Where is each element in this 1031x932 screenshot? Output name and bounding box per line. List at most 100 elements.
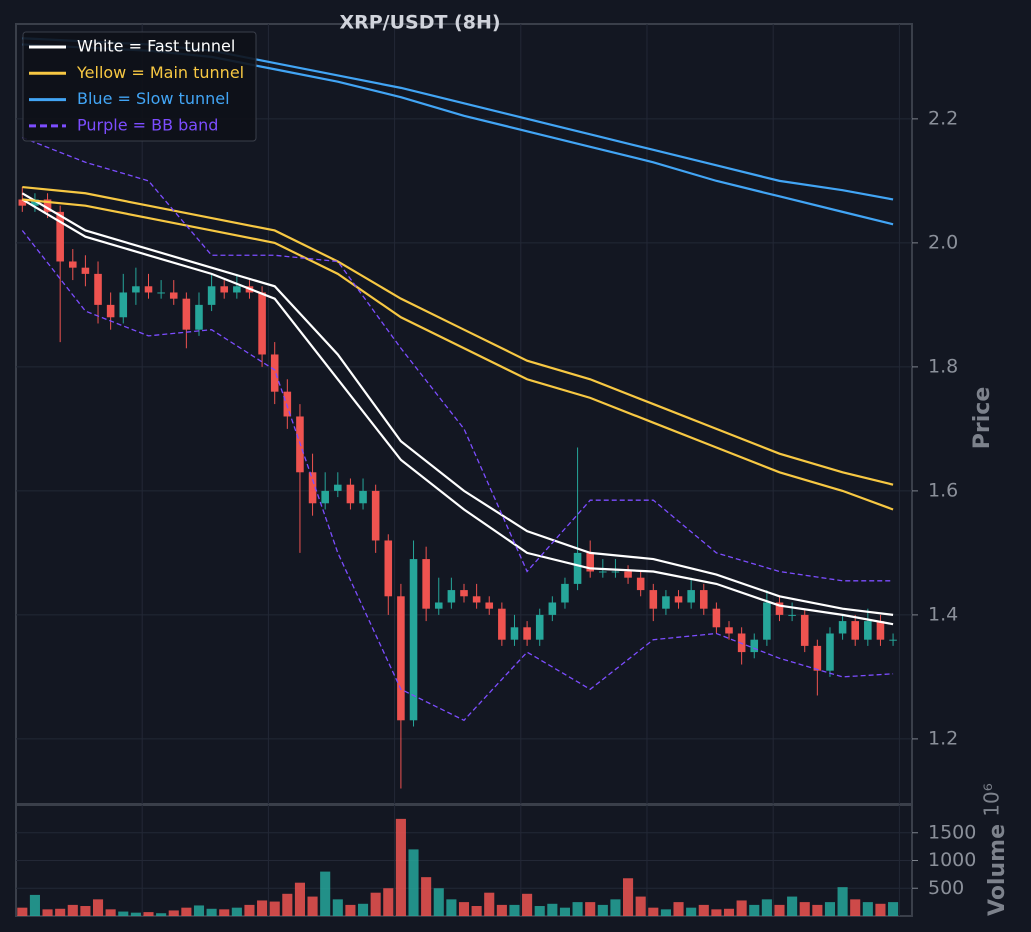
- volume-bar: [17, 907, 28, 916]
- volume-bar: [572, 902, 583, 916]
- volume-bar: [522, 893, 533, 916]
- candle-body: [498, 608, 506, 640]
- candle-body: [775, 602, 784, 615]
- candle-body: [460, 590, 468, 597]
- volume-bar: [181, 907, 192, 916]
- candle-body: [283, 391, 292, 417]
- candle-body: [763, 602, 771, 640]
- volume-bar: [534, 906, 545, 916]
- candle-body: [106, 304, 115, 318]
- y-tick-label: 1.2: [928, 727, 958, 749]
- price-panel: [15, 23, 913, 805]
- legend-label: Yellow = Main tunnel: [76, 63, 244, 82]
- candle-body: [712, 608, 721, 628]
- candle-body: [270, 354, 279, 392]
- candle-body: [371, 490, 380, 541]
- volume-bar: [320, 871, 331, 916]
- volume-bar: [761, 899, 772, 916]
- candle-body: [157, 292, 165, 294]
- candle-body: [624, 571, 632, 578]
- volume-bar: [787, 896, 798, 916]
- y-tick-label: 1.4: [928, 603, 958, 625]
- candle-body: [258, 292, 266, 355]
- candle-body: [725, 627, 733, 634]
- candle-body: [788, 614, 796, 616]
- volume-bar: [686, 907, 697, 916]
- volume-bar: [648, 907, 659, 916]
- volume-bar: [837, 887, 848, 916]
- volume-bar: [723, 908, 735, 916]
- y-tick-label: 1.8: [928, 355, 958, 377]
- candle-body: [434, 602, 443, 609]
- legend-label: Purple = BB band: [77, 115, 218, 134]
- volume-bar: [496, 904, 507, 916]
- candle-body: [409, 559, 418, 721]
- volume-bar: [370, 892, 381, 916]
- volume-bar: [698, 904, 709, 916]
- volume-bar: [294, 882, 305, 916]
- candle-body: [674, 596, 683, 603]
- overlay-line: [22, 198, 894, 511]
- candle-body: [662, 596, 670, 609]
- legend-box: [22, 31, 257, 142]
- candle-body: [548, 602, 557, 615]
- volume-bar: [345, 904, 356, 916]
- candle-body: [750, 639, 759, 653]
- candle-body: [384, 540, 393, 597]
- volume-bar: [509, 904, 520, 916]
- volume-bar: [118, 911, 129, 916]
- volume-bar: [799, 902, 810, 916]
- volume-bar: [42, 909, 53, 916]
- volume-bar: [862, 902, 873, 916]
- volume-bar: [711, 909, 722, 916]
- volume-bar: [774, 904, 785, 916]
- candle-body: [535, 614, 544, 640]
- volume-bar: [559, 907, 571, 916]
- candle-body: [132, 286, 140, 293]
- candle-body: [233, 286, 241, 293]
- candle-body: [485, 602, 494, 609]
- volume-bar: [484, 892, 495, 916]
- volume-bar: [29, 894, 40, 916]
- volume-bar: [421, 877, 432, 916]
- volume-bar: [156, 913, 167, 916]
- volume-tick-label: 1000: [928, 849, 976, 871]
- volume-bar: [875, 903, 886, 916]
- volume-bar: [206, 908, 217, 916]
- candle-body: [826, 633, 834, 671]
- volume-offset-label: 10⁶: [980, 783, 1004, 816]
- candle-body: [144, 286, 153, 293]
- volume-bar: [395, 818, 406, 916]
- volume-bar: [749, 904, 760, 916]
- volume-bar: [433, 888, 444, 916]
- candle-body: [472, 596, 481, 603]
- volume-bar: [168, 910, 179, 916]
- chart-title: XRP/USDT (8H): [339, 12, 500, 34]
- candle-body: [18, 199, 27, 206]
- candle-body: [586, 552, 594, 572]
- overlay-line: [21, 230, 894, 722]
- candle-body: [876, 621, 885, 640]
- candle-body: [447, 590, 456, 603]
- volume-bar: [332, 899, 343, 916]
- candle-body: [561, 583, 569, 603]
- volume-bar: [143, 912, 154, 916]
- candle-body: [207, 286, 216, 305]
- candle-body: [119, 292, 128, 318]
- volume-bar: [850, 899, 861, 916]
- candle-body: [838, 621, 847, 634]
- overlay-line: [22, 185, 894, 486]
- volume-bar: [383, 888, 394, 916]
- overlay-line: [21, 192, 894, 616]
- grid: [16, 24, 918, 916]
- volume-bar: [824, 902, 836, 916]
- volume-bar: [92, 899, 104, 916]
- volume-bar: [219, 909, 230, 916]
- y-tick-label: 2.0: [928, 231, 958, 253]
- candle-body: [813, 645, 822, 671]
- volume-bar: [80, 906, 91, 916]
- volume-bar: [282, 893, 293, 916]
- volume-bar: [130, 912, 141, 916]
